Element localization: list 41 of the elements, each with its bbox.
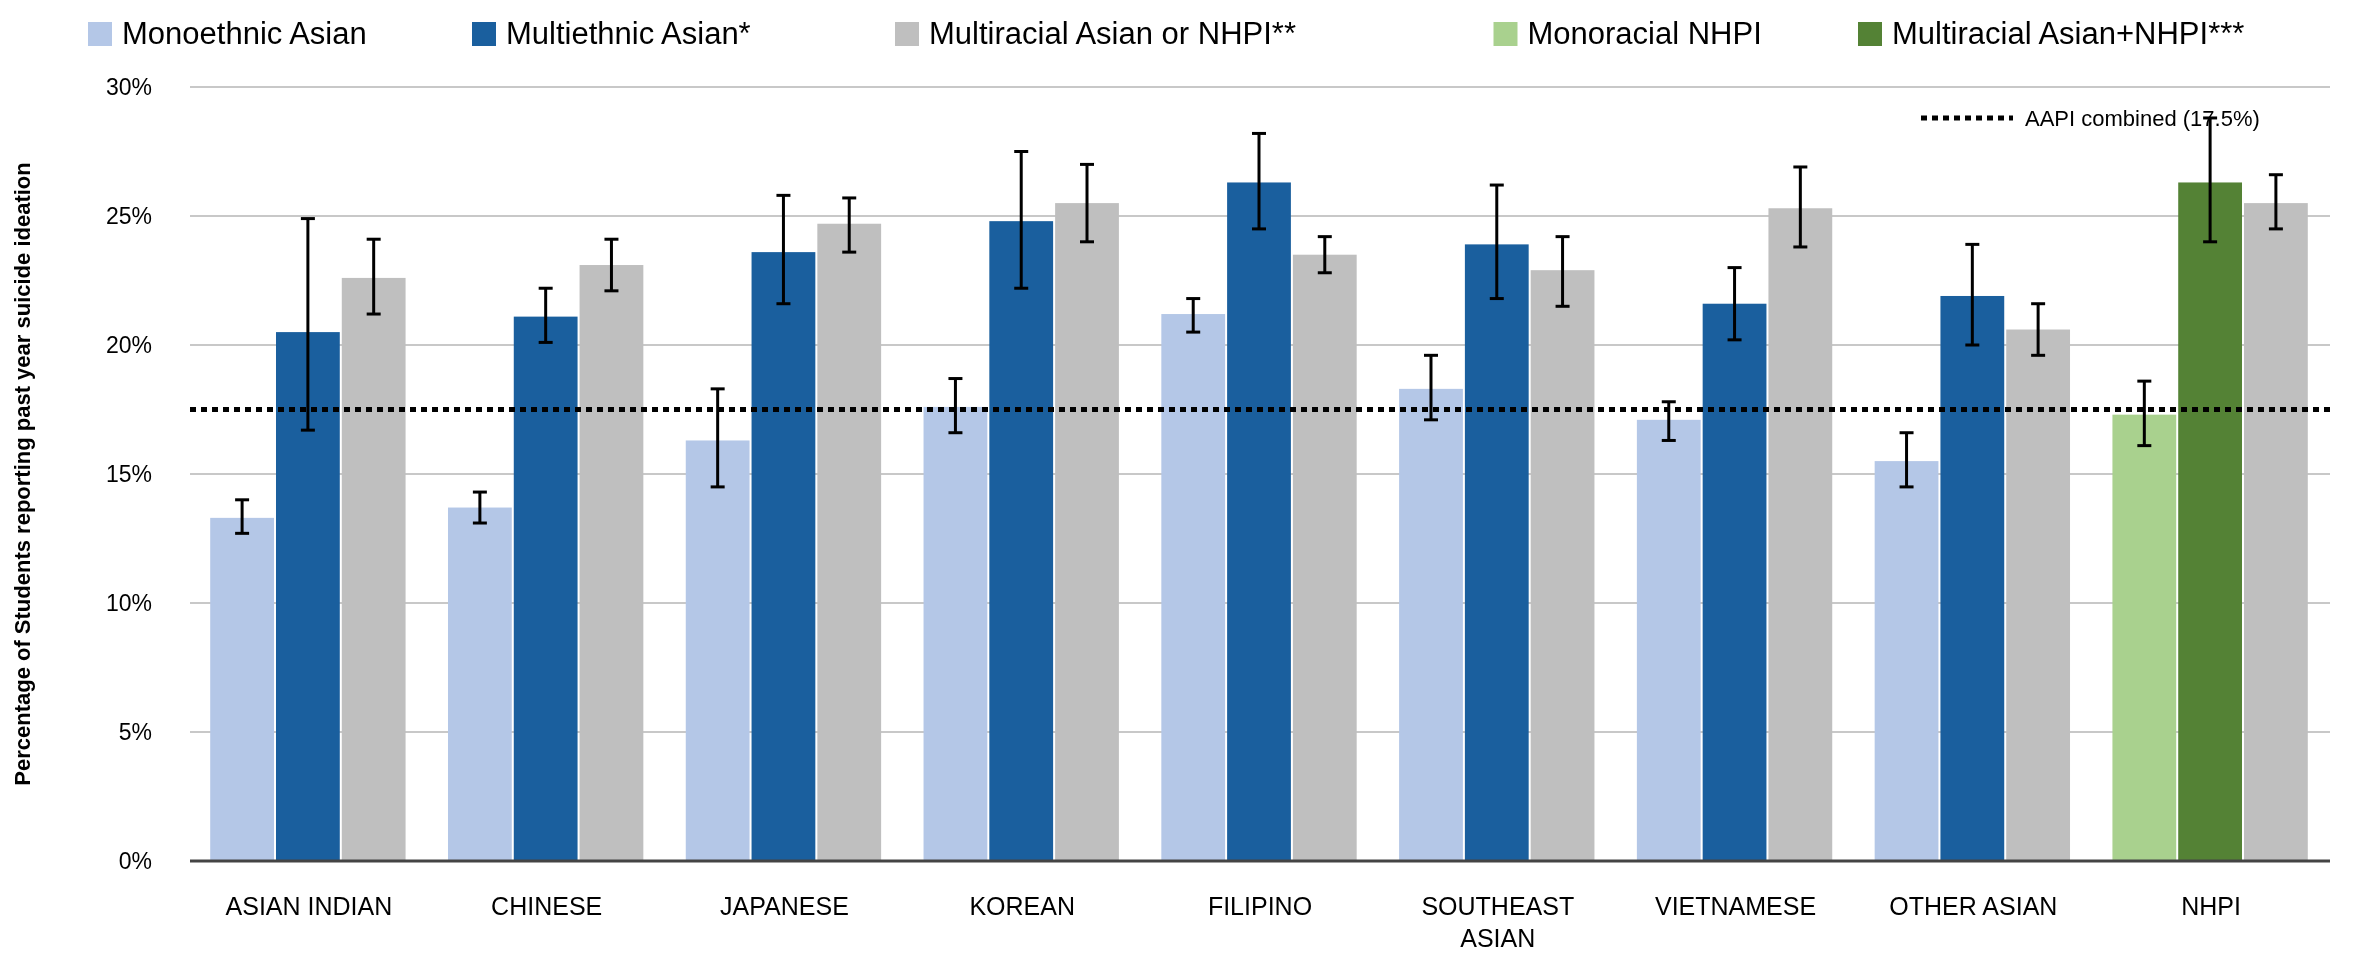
legend-label: Monoethnic Asian [122, 16, 367, 51]
bar [1227, 182, 1291, 861]
x-tick-label: FILIPINO [1207, 892, 1313, 920]
legend-label: Monoracial NHPI [1527, 16, 1762, 51]
legend-label: AAPI combined (17.5%) [2025, 106, 2260, 131]
bar [1636, 419, 1701, 861]
bar [210, 517, 274, 861]
y-tick-label: 10% [105, 590, 152, 616]
x-tick-label: ASIAN INDIAN [225, 892, 393, 920]
x-tick-label: OTHER ASIAN [1889, 892, 2058, 920]
legend-label: Multiracial Asian or NHPI** [929, 16, 1296, 51]
x-tick-label: VIETNAMESE [1654, 892, 1817, 920]
bar [513, 316, 578, 861]
bar [2178, 182, 2243, 861]
y-tick-label: 5% [118, 719, 152, 745]
bar [751, 252, 816, 861]
bar [276, 332, 340, 861]
bar [1874, 461, 1939, 861]
bar [989, 221, 1054, 861]
bar [1399, 388, 1463, 861]
y-tick-label: 20% [105, 332, 152, 358]
bar [1702, 303, 1767, 861]
legend-label: Multiethnic Asian* [506, 16, 751, 51]
y-axis-title: Percentage of Students reporting past year suicide ideation [10, 162, 35, 786]
bar [1464, 244, 1529, 861]
legend-label: Multiracial Asian+NHPI*** [1892, 16, 2245, 51]
x-tick-label: SOUTHEAST ASIAN [1421, 892, 1575, 952]
y-tick-label: 30% [105, 74, 152, 100]
bar [923, 406, 988, 861]
bar [1940, 295, 2005, 861]
y-tick-label: 25% [105, 203, 152, 229]
bar [685, 440, 750, 861]
x-tick-label: NHPI [2181, 892, 2241, 920]
x-tick-label: CHINESE [491, 892, 603, 920]
bar [1161, 314, 1226, 861]
x-tick-label: KOREAN [969, 892, 1076, 920]
x-tick-label: JAPANESE [720, 892, 849, 920]
y-tick-label: 0% [118, 848, 152, 874]
bar [447, 507, 512, 861]
bar [2112, 414, 2177, 861]
y-tick-label: 15% [105, 461, 152, 487]
